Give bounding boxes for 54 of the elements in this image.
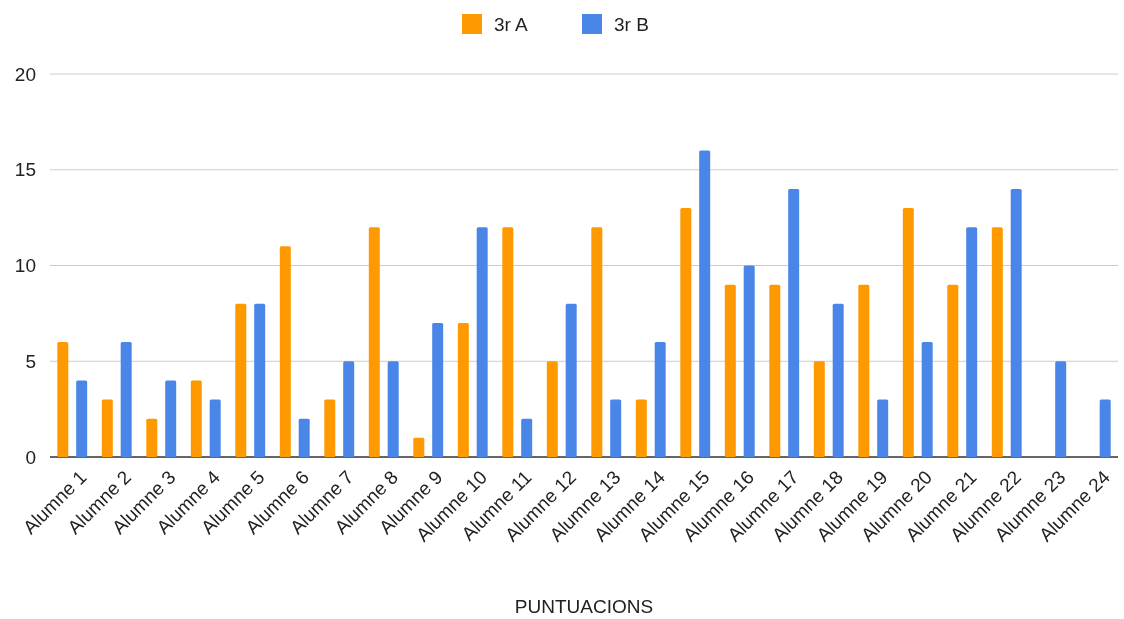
bar [1010,188,1022,457]
bar [610,399,622,457]
bar [921,342,933,457]
bar [947,284,959,457]
bar [413,437,425,457]
bar [565,303,577,457]
bar [1099,399,1111,457]
bar [101,399,113,457]
bar [324,399,336,457]
legend-label: 3r B [614,13,649,35]
bar [966,227,978,457]
bar [635,399,647,457]
bar [654,342,666,457]
y-tick-label: 0 [25,446,36,468]
bar [699,150,711,457]
bar [165,380,177,457]
bar [120,342,132,457]
bar [743,265,755,457]
bar [1055,361,1067,457]
y-tick-label: 10 [14,255,36,277]
bar [235,303,247,457]
y-tick-label: 15 [14,159,36,181]
bar [387,361,399,457]
bar [813,361,825,457]
bar [146,418,158,457]
bar [832,303,844,457]
bar [343,361,355,457]
y-tick-label: 20 [14,63,36,85]
bar [546,361,558,457]
bar [298,418,310,457]
bar [769,284,781,457]
bar [190,380,202,457]
bar [476,227,488,457]
bar [254,303,266,457]
bar [877,399,889,457]
bar [788,188,800,457]
bar [432,322,444,457]
bar [591,227,603,457]
x-axis-title: PUNTUACIONS [514,596,654,617]
y-tick-label: 5 [25,350,36,372]
bar [502,227,514,457]
legend-label: 3r A [494,13,529,35]
bar [279,246,291,457]
bar [76,380,88,457]
bar [209,399,221,457]
bar [521,418,533,457]
bar [724,284,736,457]
bar [57,342,69,457]
bar [858,284,870,457]
bar [457,322,469,457]
bar [368,227,380,457]
bar [991,227,1003,457]
bar [902,208,914,457]
bar [680,208,692,457]
